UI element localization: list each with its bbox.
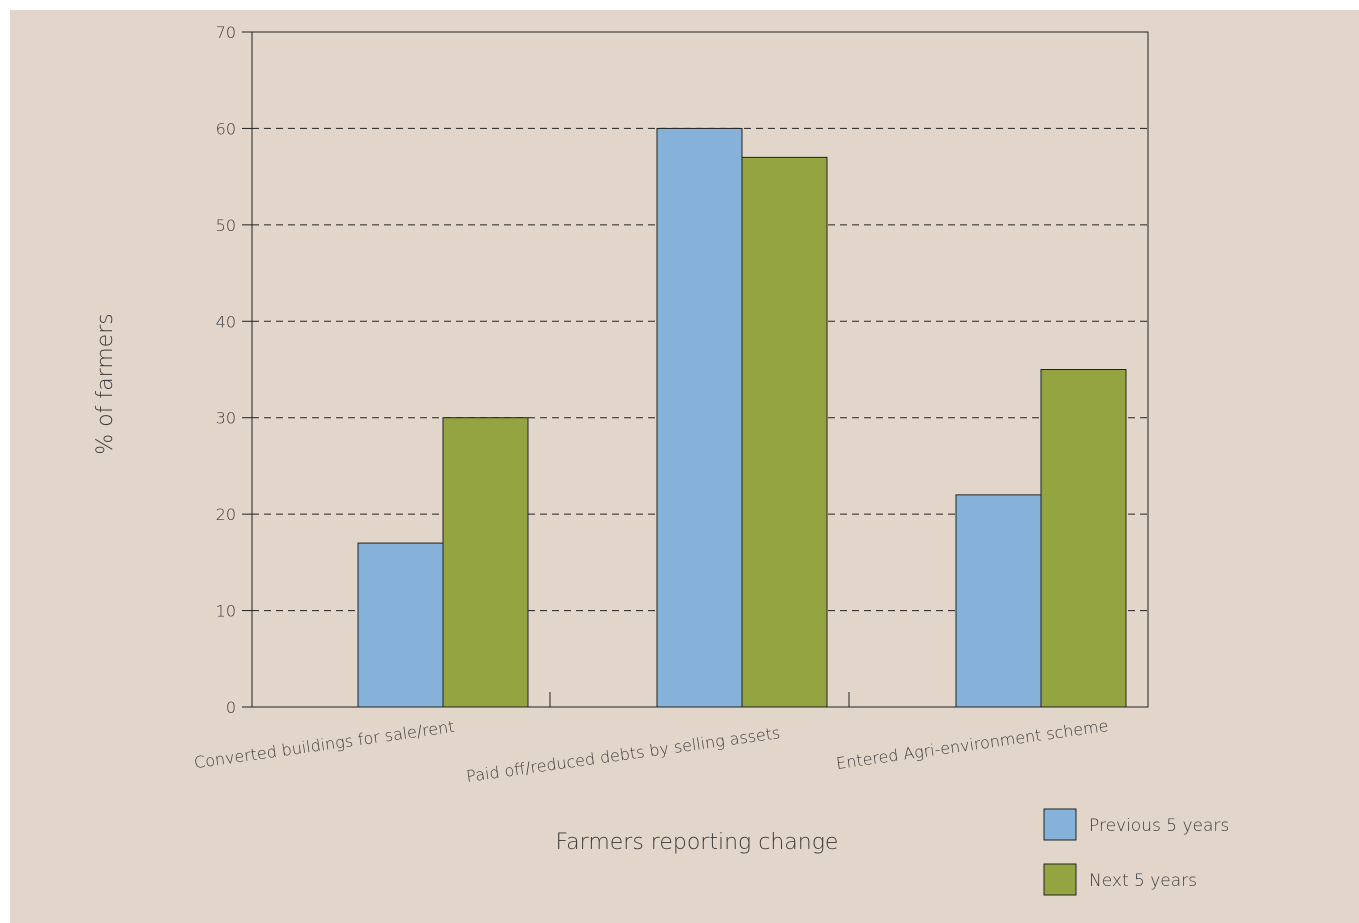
x-category-label: Paid off/reduced debts by selling assets [465, 723, 781, 786]
y-tick-label: 10 [216, 602, 236, 621]
bar-previous-1 [656, 127, 743, 708]
legend-swatch-0 [1043, 808, 1077, 841]
bar-next-2 [1040, 369, 1127, 708]
legend-swatch-1 [1043, 863, 1077, 896]
bar-next-0 [442, 417, 529, 708]
bar-next-1 [741, 156, 828, 708]
y-tick-label: 0 [226, 698, 236, 717]
legend-label-1: Next 5 years [1089, 871, 1197, 891]
y-tick-label: 50 [216, 216, 236, 235]
bar-previous-0 [357, 542, 444, 708]
legend-label-0: Previous 5 years [1089, 816, 1229, 836]
y-tick-label: 40 [216, 312, 236, 331]
x-category-label: Converted buildings for sale/rent [193, 717, 456, 772]
x-category-label: Entered Agri-environment scheme [835, 716, 1110, 773]
axes [242, 31, 1149, 708]
labels: 0 10 20 30 40 50 60 70 Converted buildings for s… [93, 23, 1110, 855]
bar-previous-2 [955, 494, 1042, 708]
y-tick-label: 20 [216, 505, 236, 524]
plot-frame [251, 31, 1149, 708]
y-tick-label: 60 [216, 119, 236, 138]
legend: Previous 5 years Next 5 years [1043, 808, 1229, 896]
y-axis-title: % of farmers [93, 313, 118, 454]
x-axis-title: Farmers reporting change [556, 830, 839, 855]
y-tick-label: 30 [216, 409, 236, 428]
y-tick-label: 70 [216, 23, 236, 42]
bars [357, 127, 1127, 708]
